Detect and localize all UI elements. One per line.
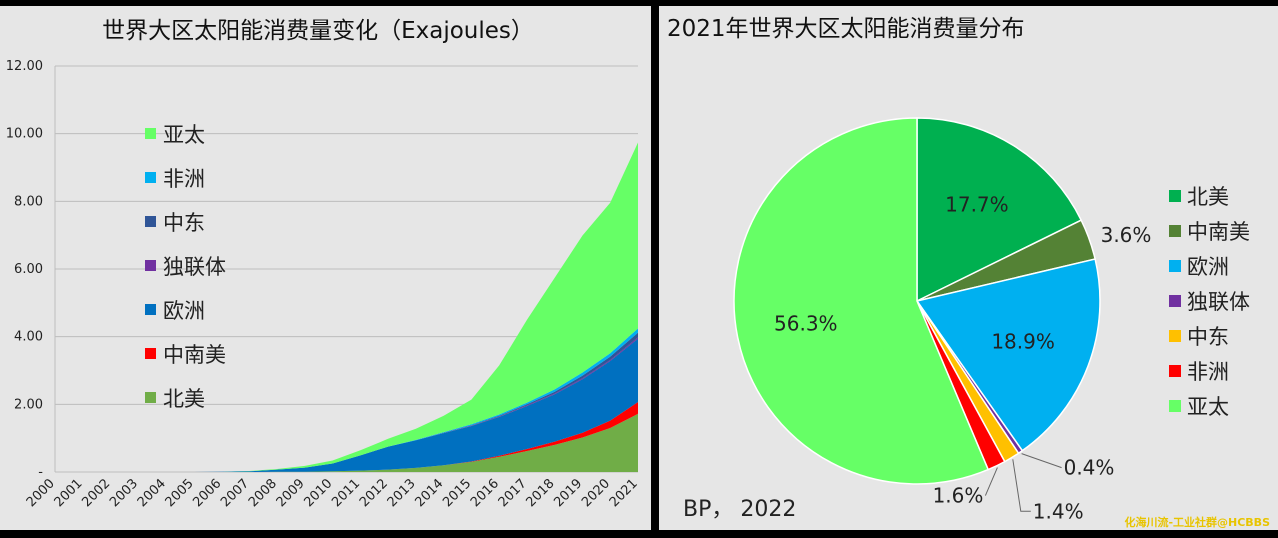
pie-data-label: 18.9% xyxy=(991,329,1055,353)
pie-chart-title: 2021年世界大区太阳能消费量分布 xyxy=(667,16,1025,42)
x-tick-label: 2008 xyxy=(246,476,280,510)
leader-line xyxy=(1021,453,1062,469)
leader-line xyxy=(984,467,998,496)
area-chart-y-axis: - 2.00 4.00 6.00 8.00 10.00 12.00 xyxy=(6,59,44,480)
x-tick-label: 2018 xyxy=(524,476,558,510)
legend-swatch xyxy=(1169,225,1181,237)
x-tick-label: 2002 xyxy=(79,476,113,510)
x-tick-label: 2006 xyxy=(190,476,224,510)
pie-data-label: 17.7% xyxy=(945,193,1009,217)
pie-chart-panel: 2021年世界大区太阳能消费量分布 17.7% 3.6% 18.9% 0.4% 1.4%… xyxy=(659,6,1278,530)
pie-chart: 2021年世界大区太阳能消费量分布 17.7% 3.6% 18.9% 0.4% 1.4%… xyxy=(667,16,1270,529)
legend-swatch xyxy=(1169,330,1181,342)
source-note: BP， 2022 xyxy=(683,497,796,522)
legend-label: 非洲 xyxy=(163,167,205,191)
x-tick-label: 2000 xyxy=(24,476,58,510)
legend-label: 中南美 xyxy=(1187,220,1250,244)
legend-swatch xyxy=(145,304,156,315)
x-tick-label: 2001 xyxy=(52,476,86,510)
legend-swatch xyxy=(145,392,156,403)
legend-swatch xyxy=(1169,190,1181,202)
x-tick-label: 2014 xyxy=(412,476,446,510)
y-tick-label: 8.00 xyxy=(14,194,43,209)
legend-swatch xyxy=(145,128,156,139)
x-tick-label: 2007 xyxy=(218,476,252,510)
legend-label: 亚太 xyxy=(1187,395,1229,419)
area-chart-title: 世界大区太阳能消费量变化（Exajoules） xyxy=(102,18,534,44)
legend-label: 中东 xyxy=(163,211,205,235)
x-tick-label: 2009 xyxy=(274,476,308,510)
legend-swatch xyxy=(1169,295,1181,307)
watermark: 化海川流-工业社群@HCBBS xyxy=(1124,515,1270,529)
area-chart: 世界大区太阳能消费量变化（Exajoules） - 2.00 4.00 6.00 8.0… xyxy=(6,18,641,510)
pie-data-label: 3.6% xyxy=(1101,223,1152,247)
legend-label: 中南美 xyxy=(163,343,226,367)
x-tick-label: 2013 xyxy=(385,476,419,510)
legend-swatch xyxy=(1169,260,1181,272)
legend-label: 北美 xyxy=(163,387,205,411)
x-tick-label: 2011 xyxy=(329,476,363,510)
leader-line xyxy=(1012,459,1031,512)
x-tick-label: 2016 xyxy=(468,476,502,510)
pie-slice-亚太 xyxy=(733,117,990,485)
pie-data-label: 1.6% xyxy=(933,484,984,508)
x-tick-label: 2010 xyxy=(301,476,335,510)
x-tick-label: 2012 xyxy=(357,476,391,510)
legend-label: 独联体 xyxy=(163,255,226,279)
pie-chart-labels: 17.7% 3.6% 18.9% 0.4% 1.4% 1.6% 56.3% xyxy=(774,193,1151,524)
pie-data-label: 1.4% xyxy=(1033,499,1084,523)
area-series-亚太 xyxy=(55,142,638,472)
x-tick-label: 2021 xyxy=(607,476,641,510)
y-tick-label: 12.00 xyxy=(6,59,43,74)
x-tick-label: 2003 xyxy=(107,476,141,510)
x-tick-label: 2015 xyxy=(440,476,474,510)
area-series-北美 xyxy=(55,413,638,472)
x-tick-label: 2017 xyxy=(496,476,530,510)
legend-label: 北美 xyxy=(1187,185,1229,209)
y-tick-label: 2.00 xyxy=(14,397,43,412)
x-tick-label: 2019 xyxy=(551,476,585,510)
legend-label: 中东 xyxy=(1187,325,1229,349)
pie-slice-北美 xyxy=(916,117,1083,303)
pie-slice-欧洲 xyxy=(915,258,1101,452)
pie-data-label: 56.3% xyxy=(774,312,838,336)
legend-label: 欧洲 xyxy=(163,299,205,323)
legend-swatch xyxy=(145,260,156,271)
y-tick-label: 10.00 xyxy=(6,127,43,142)
legend-swatch xyxy=(145,172,156,183)
y-tick-label: 4.00 xyxy=(14,330,43,345)
x-tick-label: 2004 xyxy=(135,476,169,510)
legend-label: 独联体 xyxy=(1187,290,1250,314)
area-series-欧洲 xyxy=(55,338,638,472)
x-tick-label: 2005 xyxy=(163,476,197,510)
x-tick-label: 2020 xyxy=(579,476,613,510)
pie-data-label: 0.4% xyxy=(1064,456,1115,480)
y-tick-label: - xyxy=(38,465,43,480)
legend-swatch xyxy=(1169,400,1181,412)
area-chart-layers xyxy=(55,142,638,472)
legend-label: 亚太 xyxy=(163,123,205,147)
area-chart-x-axis: 2000200120022003200420052006200720082009… xyxy=(24,476,641,510)
legend-label: 非洲 xyxy=(1187,360,1229,384)
legend-swatch xyxy=(145,348,156,359)
pie-chart-slices xyxy=(733,117,1101,485)
legend-swatch xyxy=(1169,365,1181,377)
y-tick-label: 6.00 xyxy=(14,262,43,277)
legend-swatch xyxy=(145,216,156,227)
area-chart-panel: 世界大区太阳能消费量变化（Exajoules） - 2.00 4.00 6.00 8.0… xyxy=(0,6,651,530)
legend-label: 欧洲 xyxy=(1187,255,1229,279)
